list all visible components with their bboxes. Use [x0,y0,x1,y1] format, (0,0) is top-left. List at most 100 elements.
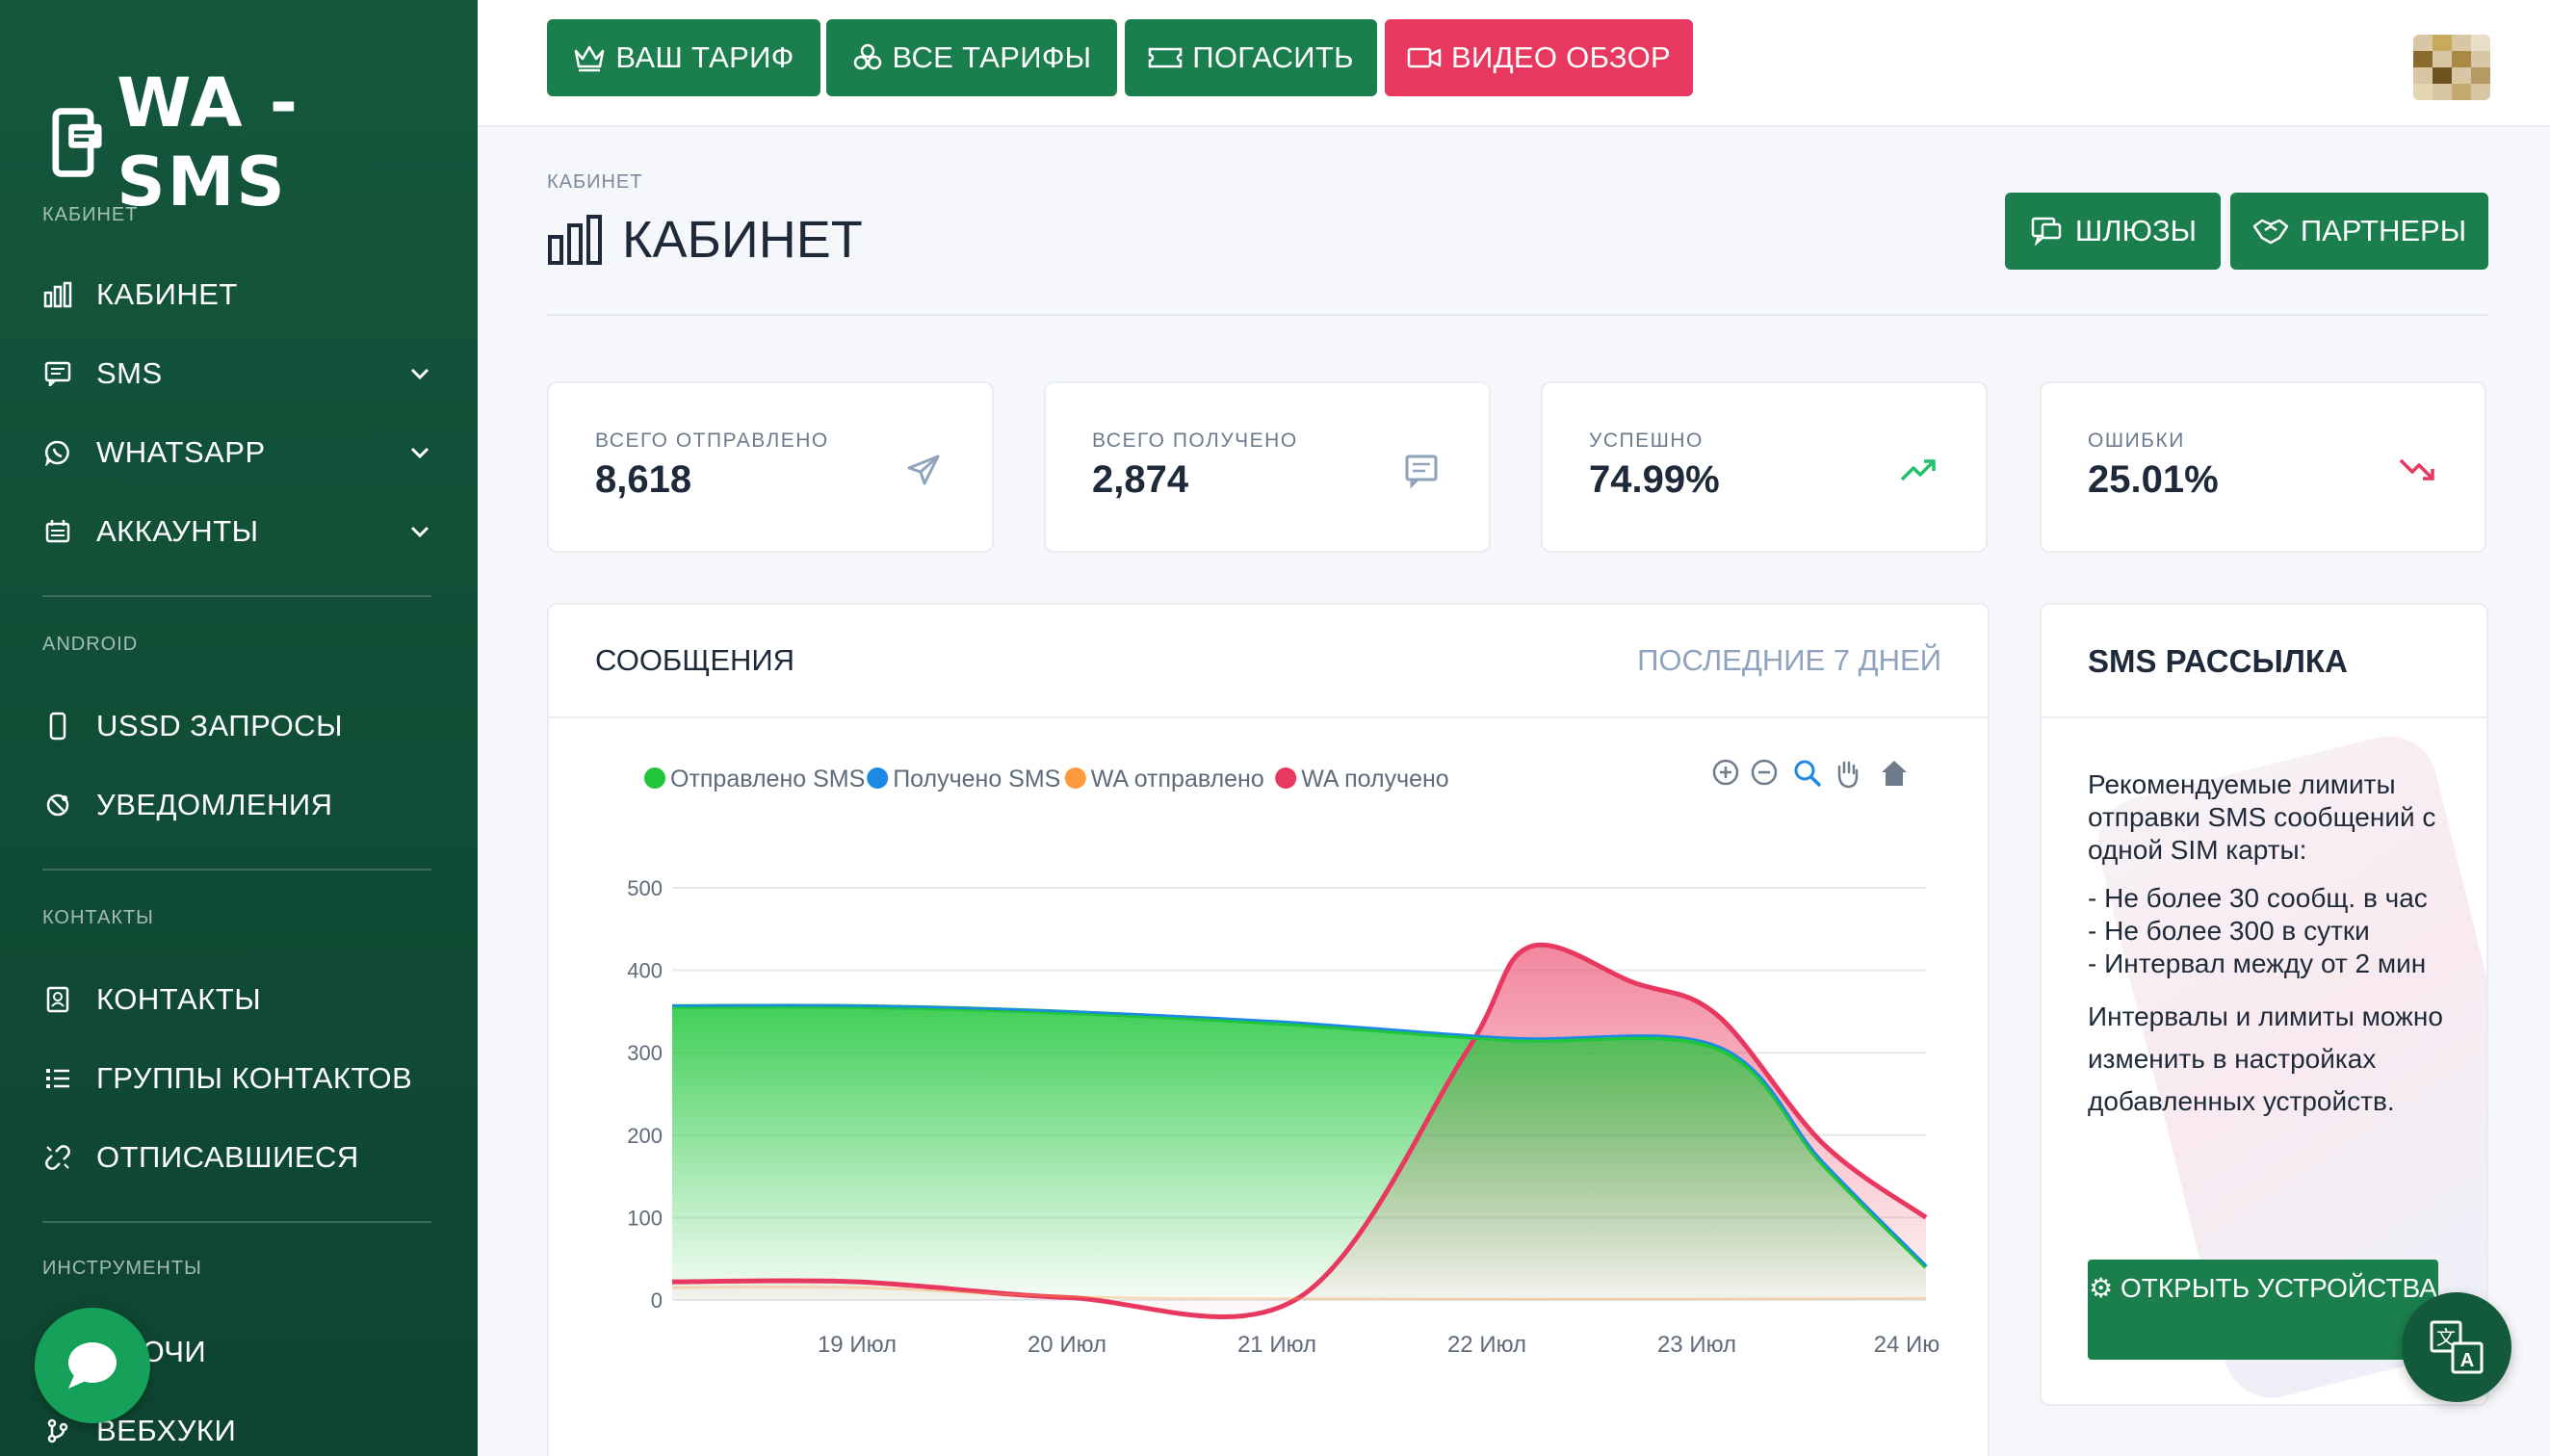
nav-section-android: ANDROID [42,634,139,655]
svg-text:A: A [2460,1350,2474,1371]
header-divider [547,314,2488,316]
chart-range-selector[interactable]: ПОСЛЕДНИЕ 7 ДНЕЙ [1637,643,1941,677]
chat-button[interactable] [35,1308,150,1423]
chevron-down-icon [410,447,429,459]
sms-limits-intro: Рекомендуемые лимиты отправки SMS сообще… [2088,769,2436,865]
chart-bars-icon [42,279,73,310]
message-icon [42,358,73,389]
legend-marker [1064,767,1086,789]
x-tick-label: 20 Июл [1028,1332,1106,1358]
partners-button[interactable]: ПАРТНЕРЫ [2230,193,2488,270]
chart-card-title: СООБЩЕНИЯ [595,643,795,677]
sidebar-item-label: АККАУНТЫ [96,514,259,548]
sidebar-item-label: УВЕДОМЛЕНИЯ [96,788,333,821]
accounts-icon [42,516,73,547]
chart-lines [671,942,1928,1320]
all-plans-button[interactable]: ВСЕ ТАРИФЫ [826,19,1117,96]
legend-label: Отправлено SMS [670,766,865,793]
trend-up-icon [1900,459,1936,481]
card-header: SMS РАССЫЛКА [2042,605,2486,718]
chevron-down-icon [410,526,429,538]
stat-value: 2,874 [1092,458,1189,501]
sidebar-item-notifications[interactable]: УВЕДОМЛЕНИЯ [42,776,439,834]
sidebar-item-label: ОТПИСАВШИЕСЯ [96,1140,359,1174]
chart-bars-icon [548,215,602,265]
sidebar: WA - SMS КАБИНЕТ КАБИНЕТ SMS WHATSAPP АК… [0,0,478,1456]
sidebar-item-sms[interactable]: SMS [42,345,439,403]
translate-icon: 文A [2430,1320,2484,1374]
redeem-button[interactable]: ПОГАСИТЬ [1125,19,1377,96]
gateways-button[interactable]: ШЛЮЗЫ [2005,193,2221,270]
avatar-image [2413,35,2490,100]
sidebar-item-label: WHATSAPP [96,435,266,469]
legend-marker [644,767,665,789]
series-line [671,1003,1927,1266]
avatar[interactable] [2413,35,2490,100]
x-tick-label: 23 Июл [1657,1332,1736,1358]
messages-chart-card: СООБЩЕНИЯ ПОСЛЕДНИЕ 7 ДНЕЙ Отправлено SM… [547,603,1990,1456]
sidebar-item-label: USSD ЗАПРОСЫ [96,709,344,742]
y-tick-label: 400 [627,959,663,983]
notification-icon [42,790,73,820]
stat-value: 25.01% [2088,458,2219,501]
zoom-out-icon[interactable] [1751,759,1778,786]
series-line [671,942,1928,1320]
sidebar-item-contact-groups[interactable]: ГРУППЫ КОНТАКТОВ [42,1050,439,1107]
legend-label: Получено SMS [893,766,1060,793]
sidebar-item-whatsapp[interactable]: WHATSAPP [42,424,439,481]
series-line [671,1286,1927,1301]
legend-marker [867,767,889,789]
trend-down-icon [2399,458,2434,481]
legend-label: WA отправлено [1091,766,1264,793]
contact-icon [42,984,73,1015]
boxes-icon [853,43,881,70]
sidebar-item-contacts[interactable]: КОНТАКТЫ [42,971,439,1028]
sidebar-item-ussd[interactable]: USSD ЗАПРОСЫ [42,697,439,755]
pan-hand-icon[interactable] [1837,761,1859,789]
nav-divider [42,1221,431,1223]
sms-limits-info: Рекомендуемые лимиты отправки SMS сообще… [2088,768,2473,1123]
zoom-select-icon[interactable] [1794,760,1822,788]
sms-limit-line: - Не более 30 сообщ. в час [2088,883,2428,913]
video-review-button[interactable]: ВИДЕО ОБЗОР [1385,19,1693,96]
video-icon [1407,47,1442,68]
stat-value: 8,618 [595,458,692,501]
ticket-icon [1149,47,1183,68]
stat-card-errors: ОШИБКИ 25.01% [2040,381,2486,553]
handshake-icon [2252,219,2289,245]
sidebar-item-accounts[interactable]: АККАУНТЫ [42,503,439,560]
your-plan-button[interactable]: ВАШ ТАРИФ [547,19,820,96]
zoom-in-icon[interactable] [1712,759,1739,786]
whatsapp-icon [42,437,73,468]
nav-section-contacts: КОНТАКТЫ [42,907,154,928]
sms-limit-line: - Интервал между от 2 мин [2088,949,2427,978]
sidebar-item-label: КАБИНЕТ [96,277,238,311]
x-tick-label: 21 Июл [1237,1332,1316,1358]
series-area [672,1005,1926,1300]
home-reset-icon[interactable] [1882,761,1907,786]
sidebar-item-unsubscribed[interactable]: ОТПИСАВШИЕСЯ [42,1129,439,1186]
sidebar-item-label: КОНТАКТЫ [96,982,262,1016]
sidebar-item-label: ВЕБХУКИ [96,1414,237,1447]
brand-logo[interactable]: WA - SMS [52,64,478,221]
x-tick-label: 22 Июл [1447,1332,1526,1358]
chart-areas [672,945,1926,1317]
unlink-icon [42,1142,73,1173]
y-tick-label: 200 [627,1124,663,1148]
y-tick-label: 300 [627,1041,663,1065]
chat-bubble-icon [68,1342,117,1389]
nav-section-tools: ИНСТРУМЕНТЫ [42,1258,202,1279]
sms-card-title: SMS РАССЫЛКА [2088,643,2348,679]
sidebar-item-cabinet[interactable]: КАБИНЕТ [42,266,439,324]
open-devices-button[interactable]: ⚙ ОТКРЫТЬ УСТРОЙСТВА [2088,1260,2438,1360]
breadcrumb[interactable]: КАБИНЕТ [547,171,643,193]
sidebar-item-webhooks[interactable]: ВЕБХУКИ [42,1402,439,1456]
phone-icon [42,711,73,741]
x-tick-label: 19 Июл [818,1332,897,1358]
stat-label: ОШИБКИ [2088,429,2185,452]
sms-campaign-card: SMS РАССЫЛКА Рекомендуемые лимиты отправ… [2040,603,2488,1406]
svg-text:文: 文 [2436,1327,2456,1349]
stat-card-success: УСПЕШНО 74.99% [1541,381,1988,553]
chart-x-ticks: 19 Июл 20 Июл 21 Июл 22 Июл 23 Июл 24 Ию [818,1332,1939,1358]
